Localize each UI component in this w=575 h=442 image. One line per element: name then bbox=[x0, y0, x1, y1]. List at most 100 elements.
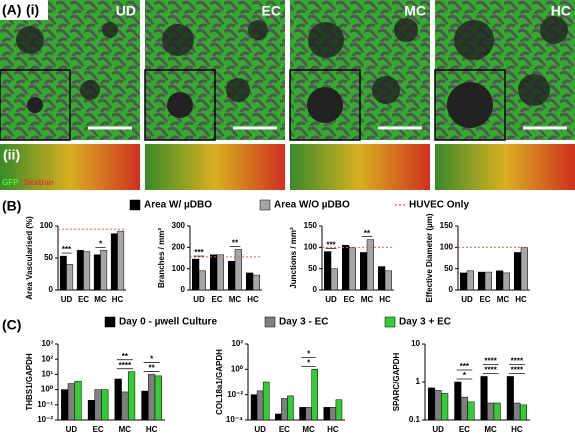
panel-a: UD EC MC HC (A) (i) (ii) GFP Dextran bbox=[0, 0, 575, 190]
bar bbox=[262, 381, 270, 421]
y-axis-title: Branches / mm² bbox=[157, 228, 166, 288]
bar bbox=[513, 402, 521, 421]
panel-label: (A) bbox=[2, 2, 21, 18]
x-tick-label: HC bbox=[379, 295, 391, 304]
y-axis-title: THBS1/GAPDH bbox=[25, 353, 34, 411]
significance: * bbox=[150, 355, 154, 364]
bar bbox=[478, 271, 486, 291]
label-bg bbox=[0, 0, 48, 20]
void bbox=[540, 16, 568, 44]
bar bbox=[256, 390, 264, 421]
bar bbox=[323, 407, 331, 421]
bar bbox=[428, 387, 436, 421]
bar bbox=[305, 407, 312, 421]
legend-label: Day 3 + EC bbox=[399, 317, 451, 328]
bar bbox=[467, 401, 475, 421]
legend-swatch bbox=[259, 199, 271, 211]
significance: **** bbox=[511, 357, 524, 366]
y-tick-label: 0.1 bbox=[409, 415, 421, 424]
y-tick-label: 100 bbox=[172, 264, 186, 273]
x-tick-label: MC bbox=[302, 425, 315, 434]
void bbox=[80, 80, 100, 100]
y-tick-label: 10⁻⁴ bbox=[226, 415, 243, 424]
bar bbox=[110, 233, 118, 291]
bar bbox=[348, 247, 356, 291]
bar bbox=[148, 374, 156, 421]
x-tick-label: UD bbox=[66, 425, 78, 434]
bar bbox=[480, 376, 488, 421]
y-tick-label: 100 bbox=[304, 242, 318, 251]
significance: ** bbox=[149, 364, 156, 373]
bar bbox=[330, 268, 338, 291]
bar bbox=[101, 389, 109, 421]
bar bbox=[74, 381, 82, 421]
bar bbox=[487, 402, 495, 421]
x-tick-label: HC bbox=[247, 295, 259, 304]
bar bbox=[61, 389, 69, 421]
x-tick-label: HC bbox=[515, 295, 527, 304]
x-tick-label: EC bbox=[479, 295, 490, 304]
panel-label: (C) bbox=[2, 317, 21, 333]
x-tick-label: MC bbox=[484, 425, 497, 434]
bar bbox=[519, 404, 527, 421]
bar bbox=[127, 371, 136, 421]
legend-swatch bbox=[129, 199, 141, 211]
y-tick-label: 10² bbox=[231, 339, 243, 348]
significance: * bbox=[99, 239, 103, 248]
bar bbox=[234, 249, 242, 291]
significance: *** bbox=[326, 241, 336, 250]
inset-void bbox=[307, 87, 343, 123]
y-tick-label: 100 bbox=[40, 221, 54, 230]
significance: **** bbox=[484, 357, 497, 366]
bar bbox=[67, 383, 75, 421]
y-tick-label: 0 bbox=[181, 285, 186, 294]
bar bbox=[366, 239, 374, 291]
bar bbox=[192, 258, 200, 291]
bar bbox=[441, 393, 449, 421]
bar bbox=[246, 272, 254, 291]
bar bbox=[342, 244, 350, 291]
significance: **** bbox=[484, 366, 497, 375]
condition-label: UD bbox=[116, 3, 136, 19]
bar bbox=[335, 399, 343, 421]
bar bbox=[87, 399, 96, 421]
inset-void bbox=[167, 92, 193, 118]
void bbox=[248, 20, 268, 40]
bar bbox=[329, 407, 337, 421]
legend-swatch bbox=[384, 316, 396, 328]
panel-label: (B) bbox=[2, 198, 21, 214]
y-tick-label: 10⁻¹ bbox=[37, 400, 53, 409]
x-tick-label: HC bbox=[146, 425, 158, 434]
significance: *** bbox=[460, 362, 470, 371]
row-label: (i) bbox=[26, 2, 39, 18]
significance: * bbox=[463, 371, 467, 380]
x-tick-label: UD bbox=[254, 425, 266, 434]
bar bbox=[117, 230, 125, 291]
bar bbox=[250, 394, 258, 421]
significance: * bbox=[307, 358, 311, 367]
void bbox=[226, 78, 250, 102]
significance: **** bbox=[119, 361, 132, 370]
legend-swatch bbox=[104, 316, 116, 328]
y-tick-label: 10⁻² bbox=[227, 390, 243, 399]
bar bbox=[299, 407, 306, 421]
inset-void bbox=[447, 82, 493, 128]
inset-void bbox=[27, 97, 43, 113]
y-axis-title: Area Vascularised (%) bbox=[25, 216, 34, 300]
bar bbox=[384, 270, 392, 291]
x-tick-label: UD bbox=[193, 295, 205, 304]
x-tick-label: MC bbox=[94, 295, 107, 304]
bar bbox=[460, 396, 468, 421]
bar bbox=[228, 260, 236, 291]
bar bbox=[460, 272, 468, 291]
bar bbox=[216, 254, 224, 291]
y-tick-label: 50 bbox=[444, 264, 453, 273]
bar bbox=[252, 274, 260, 291]
bar bbox=[114, 378, 122, 421]
legend-label: HUVEC Only bbox=[409, 200, 469, 211]
stain-label: Dextran bbox=[24, 178, 54, 187]
bar bbox=[94, 389, 102, 421]
condition-label: MC bbox=[404, 3, 426, 19]
dextran-image bbox=[0, 144, 140, 190]
bar bbox=[210, 254, 218, 291]
